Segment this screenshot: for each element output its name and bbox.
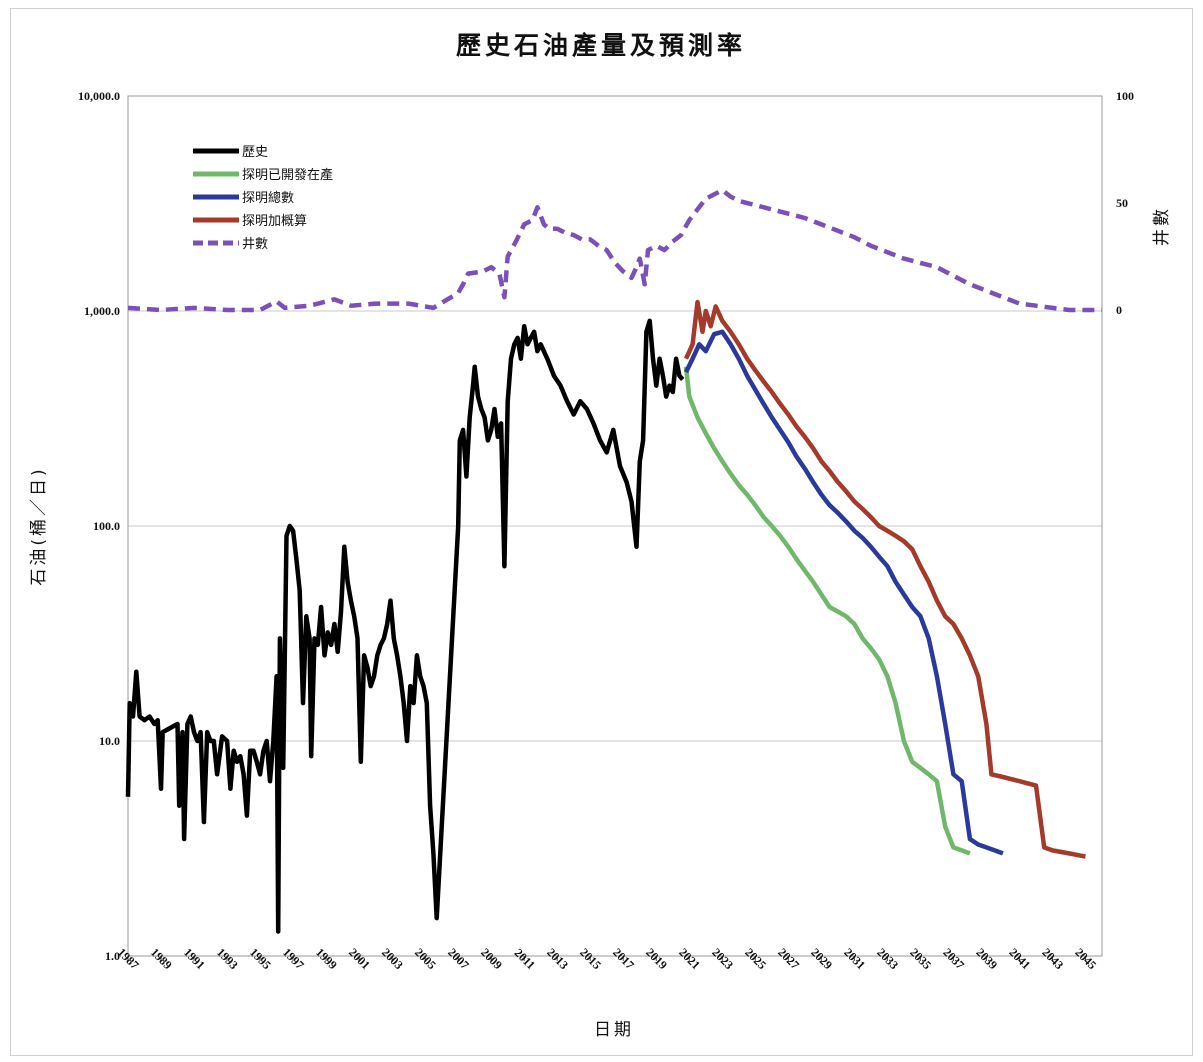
y-axis-label: 石油(桶／日) — [29, 466, 49, 585]
x-tick-label: 2029 — [808, 945, 835, 972]
legend-label: 探明加概算 — [242, 214, 307, 229]
x-axis-ticks: 1987 1989 1991 1993 1995 1997 1999 2001 2003 2005… — [115, 945, 1099, 972]
y2-tick-label: 50 — [1116, 196, 1128, 210]
x-tick-label: 2035 — [907, 945, 934, 972]
legend-label: 探明總數 — [242, 190, 294, 206]
x-tick-label: 2045 — [1072, 945, 1099, 972]
y2-axis-label: 井數 — [1152, 206, 1172, 246]
y2-tick-label: 100 — [1116, 89, 1134, 103]
x-tick-label: 1999 — [313, 945, 340, 972]
x-tick-label: 2001 — [346, 945, 373, 972]
x-tick-label: 2009 — [478, 945, 505, 972]
x-tick-label: 1989 — [148, 945, 175, 972]
y-tick-label: 10.0 — [99, 734, 120, 748]
x-tick-label: 2039 — [973, 945, 1000, 972]
x-tick-label: 1997 — [280, 945, 307, 972]
x-tick-label: 2005 — [412, 945, 439, 972]
series-line — [125, 318, 685, 934]
y-tick-label: 1,000.0 — [84, 304, 120, 318]
chart-frame — [10, 8, 1193, 1056]
legend-label: 井數 — [242, 237, 268, 252]
left-axis-ticks: 1.0 10.0 100.0 1,000.0 10,000.0 — [78, 89, 120, 963]
x-axis-label: 日期 — [594, 1020, 634, 1040]
x-tick-label: 2007 — [445, 945, 472, 972]
legend-label: 探明已開發在產 — [242, 167, 333, 183]
x-tick-label: 2025 — [742, 945, 769, 972]
x-tick-label: 2043 — [1039, 945, 1066, 972]
plot-area-border — [127, 95, 1103, 957]
x-tick-label: 2027 — [775, 945, 802, 972]
series-line — [683, 366, 971, 856]
right-axis-ticks: 0 50 100 — [1116, 89, 1134, 317]
x-tick-label: 2003 — [379, 945, 406, 972]
x-tick-label: 2023 — [709, 945, 736, 972]
x-tick-label: 1991 — [181, 945, 208, 972]
x-tick-label: 2017 — [610, 945, 637, 972]
series-line — [683, 329, 1004, 856]
y-tick-label: 1.0 — [105, 949, 120, 963]
y-tick-label: 100.0 — [93, 519, 120, 533]
x-tick-label: 1993 — [214, 945, 241, 972]
x-tick-label: 2041 — [1006, 945, 1033, 972]
x-tick-label: 2015 — [577, 945, 604, 972]
x-tick-label: 2037 — [940, 945, 967, 972]
y-tick-label: 10,000.0 — [78, 89, 120, 103]
series-layer — [125, 187, 1102, 934]
x-tick-label: 2021 — [676, 945, 703, 972]
x-tick-label: 2011 — [512, 946, 538, 972]
x-tick-label: 2031 — [841, 945, 868, 972]
legend-label: 歷史 — [242, 145, 268, 160]
y2-tick-label: 0 — [1116, 303, 1122, 317]
x-tick-label: 2013 — [544, 945, 571, 972]
x-tick-label: 2019 — [643, 945, 670, 972]
chart-title: 歷史石油產量及預測率 — [456, 31, 746, 60]
x-tick-label: 2033 — [874, 945, 901, 972]
x-tick-label: 1995 — [247, 945, 274, 972]
series-line — [683, 299, 1086, 859]
series-line — [127, 187, 1102, 313]
